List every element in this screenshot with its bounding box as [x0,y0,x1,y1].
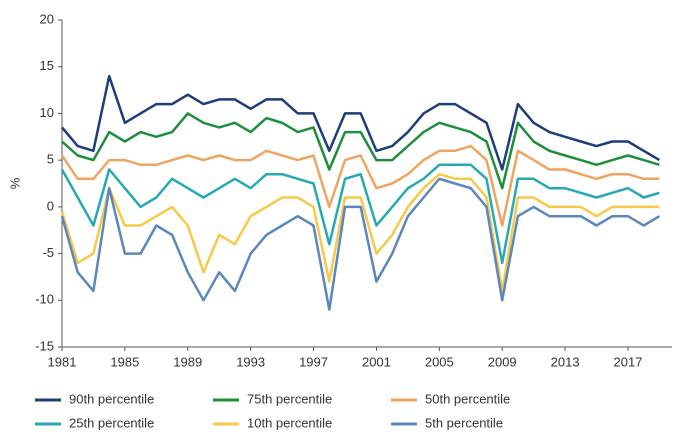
series-line [61,74,661,171]
series-line [61,112,660,190]
x-tick-label: 2009 [488,354,517,369]
y-tick-label: -10 [35,292,54,307]
legend-label: 5th percentile [425,415,503,430]
legend-label: 10th percentile [247,415,332,430]
x-tick-label: 1985 [110,354,139,369]
x-tick-label: 1981 [48,354,77,369]
series-line [60,144,660,227]
series-line [60,172,660,293]
legend-label: 90th percentile [69,391,154,406]
y-axis-label: % [7,177,22,189]
x-tick-label: 1993 [236,354,265,369]
y-tick-label: 15 [40,58,54,73]
y-tick-label: 20 [40,11,54,26]
series-line [60,163,660,265]
y-tick-label: 5 [47,152,54,167]
y-tick-label: -5 [42,245,54,260]
y-tick-label: 10 [40,105,54,120]
x-tick-label: 2005 [425,354,454,369]
x-tick-label: 1997 [299,354,328,369]
legend-label: 25th percentile [69,415,154,430]
legend-label: 50th percentile [425,391,510,406]
y-tick-label: -15 [35,338,54,353]
legend-label: 75th percentile [247,391,332,406]
x-tick-label: 2017 [614,354,643,369]
x-tick-label: 1989 [173,354,202,369]
series-line [60,177,661,311]
y-tick-label: 0 [47,198,54,213]
x-tick-label: 2013 [551,354,580,369]
x-tick-label: 2001 [362,354,391,369]
